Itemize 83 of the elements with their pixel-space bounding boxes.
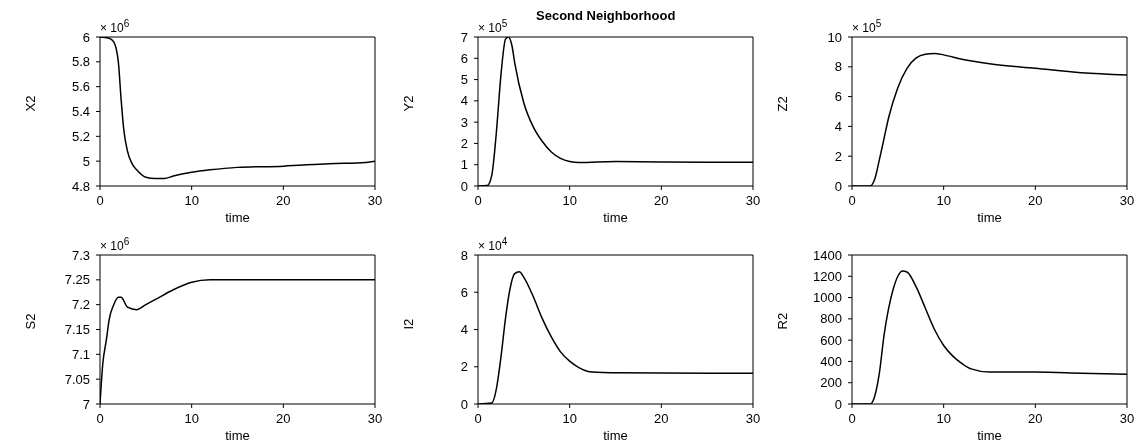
y-tick-label: 5.8 [71, 54, 90, 70]
x-tick-label: 20 [654, 411, 669, 427]
x-tick-label: 10 [936, 411, 951, 427]
y-tick-label: 6 [460, 284, 468, 300]
x-axis-title: time [603, 428, 628, 443]
x-axis-title: time [603, 210, 628, 225]
x-axis-title: time [977, 428, 1002, 443]
x-tick-label: 10 [562, 193, 577, 209]
text: × 10$^{6}$ [100, 236, 130, 253]
text: × 10$^{6}$ [100, 18, 130, 35]
y-tick-label: 4 [460, 322, 468, 338]
y-tick-label: 7 [82, 396, 90, 412]
y-tick-label: 5.6 [71, 79, 90, 95]
y-tick-label: 7.05 [64, 371, 90, 387]
y-tick-label: 4 [460, 93, 468, 109]
y-axis-title: I2 [400, 318, 416, 330]
x-axis-title: time [225, 428, 250, 443]
y-axis-title: X2 [22, 95, 38, 112]
y-tick-label: 400 [820, 354, 842, 370]
x-tick-label: 0 [96, 411, 104, 427]
y-tick-label: 5.2 [71, 128, 90, 144]
y-tick-label: 6 [82, 29, 90, 45]
text: × 10$^{4}$ [478, 236, 508, 253]
y-tick-label: 8 [834, 59, 842, 75]
x-tick-label: 0 [848, 411, 856, 427]
x-tick-label: 10 [562, 411, 577, 427]
y-tick-label: 1200 [813, 268, 842, 284]
y-tick-label: 1 [460, 157, 468, 173]
x-tick-label: 10 [184, 193, 199, 209]
y-tick-label: 2 [460, 136, 468, 152]
y-tick-label: 3 [460, 114, 468, 130]
y-tick-label: 1000 [813, 290, 842, 306]
y-tick-label: 7 [460, 29, 468, 45]
y-tick-label: 200 [820, 375, 842, 391]
x-axis-title: time [225, 210, 250, 225]
y-tick-label: 7.1 [71, 346, 90, 362]
x-tick-label: 30 [367, 411, 383, 427]
y-tick-label: 0 [834, 178, 842, 194]
y-tick-label: 2 [834, 148, 842, 164]
x-tick-label: 20 [276, 411, 291, 427]
y-axis-title: Z2 [774, 96, 790, 112]
y-tick-label: 8 [460, 247, 468, 263]
x-tick-label: 0 [474, 411, 482, 427]
x-tick-label: 20 [654, 193, 669, 209]
y-axis-title: Y2 [400, 95, 416, 112]
y-tick-label: 10 [827, 29, 842, 45]
x-tick-label: 30 [745, 411, 761, 427]
x-axis-title: time [977, 210, 1002, 225]
y-tick-label: 5.4 [71, 104, 90, 120]
x-tick-label: 10 [184, 411, 199, 427]
y-tick-label: 4.8 [71, 178, 90, 194]
x-tick-label: 0 [474, 193, 482, 209]
y-tick-label: 7.15 [64, 322, 90, 338]
x-tick-label: 20 [1028, 193, 1043, 209]
y-tick-label: 2 [460, 359, 468, 375]
y-tick-label: 5 [460, 72, 468, 88]
x-tick-label: 30 [745, 193, 761, 209]
text: × 10$^{5}$ [852, 18, 882, 35]
y-tick-label: 7.3 [71, 247, 90, 263]
x-tick-label: 10 [936, 193, 951, 209]
text: × 10$^{5}$ [478, 18, 508, 35]
y-tick-label: 7.25 [64, 272, 90, 288]
chart-title: Second Neighborhood [536, 8, 676, 23]
y-tick-label: 5 [82, 153, 90, 169]
y-tick-label: 6 [834, 89, 842, 105]
x-tick-label: 20 [1028, 411, 1043, 427]
y-tick-label: 800 [820, 311, 842, 327]
y-tick-label: 0 [460, 396, 468, 412]
y-tick-label: 600 [820, 332, 842, 348]
x-tick-label: 0 [96, 193, 104, 209]
x-tick-label: 0 [848, 193, 856, 209]
x-tick-label: 30 [367, 193, 383, 209]
y-tick-label: 1400 [813, 247, 842, 263]
y-tick-label: 0 [834, 396, 842, 412]
y-tick-label: 0 [460, 178, 468, 194]
x-tick-label: 20 [276, 193, 291, 209]
x-tick-label: 30 [1119, 193, 1135, 209]
x-tick-label: 30 [1119, 411, 1135, 427]
y-axis-title: R2 [774, 312, 790, 330]
y-tick-label: 4 [834, 119, 842, 135]
y-axis-title: S2 [22, 313, 38, 330]
y-tick-label: 6 [460, 50, 468, 66]
y-tick-label: 7.2 [71, 297, 90, 313]
